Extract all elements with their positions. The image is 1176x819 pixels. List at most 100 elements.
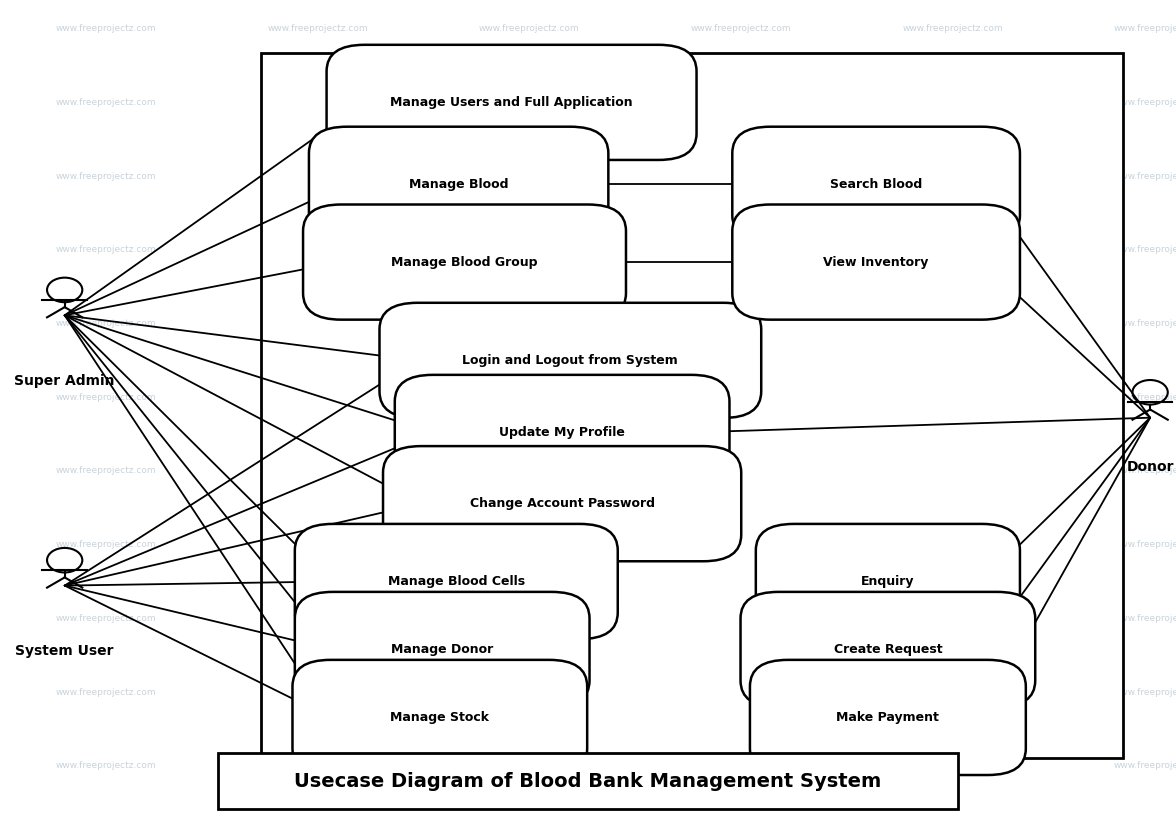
Text: www.freeprojectz.com: www.freeprojectz.com (479, 319, 580, 328)
Text: www.freeprojectz.com: www.freeprojectz.com (1114, 688, 1176, 696)
Text: View Inventory: View Inventory (823, 256, 929, 269)
Text: www.freeprojectz.com: www.freeprojectz.com (690, 467, 791, 475)
Text: www.freeprojectz.com: www.freeprojectz.com (267, 98, 368, 106)
Text: Usecase Diagram of Blood Bank Management System: Usecase Diagram of Blood Bank Management… (294, 771, 882, 791)
Text: www.freeprojectz.com: www.freeprojectz.com (1114, 393, 1176, 401)
FancyBboxPatch shape (380, 303, 761, 418)
Bar (261, 53, 1123, 758)
Text: www.freeprojectz.com: www.freeprojectz.com (479, 98, 580, 106)
Text: Manage Stock: Manage Stock (390, 711, 489, 724)
Text: www.freeprojectz.com: www.freeprojectz.com (690, 688, 791, 696)
FancyBboxPatch shape (383, 446, 741, 561)
Text: Create Request: Create Request (834, 643, 942, 656)
Text: www.freeprojectz.com: www.freeprojectz.com (267, 25, 368, 33)
Text: www.freeprojectz.com: www.freeprojectz.com (55, 467, 156, 475)
Text: www.freeprojectz.com: www.freeprojectz.com (1114, 762, 1176, 770)
Text: www.freeprojectz.com: www.freeprojectz.com (267, 467, 368, 475)
FancyBboxPatch shape (309, 127, 608, 242)
Text: www.freeprojectz.com: www.freeprojectz.com (1114, 172, 1176, 180)
Text: www.freeprojectz.com: www.freeprojectz.com (267, 172, 368, 180)
Text: www.freeprojectz.com: www.freeprojectz.com (55, 614, 156, 622)
Text: Manage Donor: Manage Donor (392, 643, 493, 656)
FancyBboxPatch shape (295, 592, 589, 707)
Text: www.freeprojectz.com: www.freeprojectz.com (479, 172, 580, 180)
Text: Enquiry: Enquiry (861, 575, 915, 588)
Text: www.freeprojectz.com: www.freeprojectz.com (479, 25, 580, 33)
FancyBboxPatch shape (395, 375, 729, 490)
Text: www.freeprojectz.com: www.freeprojectz.com (902, 688, 1003, 696)
Text: Manage Blood Cells: Manage Blood Cells (388, 575, 524, 588)
Text: www.freeprojectz.com: www.freeprojectz.com (479, 393, 580, 401)
Text: www.freeprojectz.com: www.freeprojectz.com (267, 319, 368, 328)
Text: Manage Users and Full Application: Manage Users and Full Application (390, 96, 633, 109)
Text: www.freeprojectz.com: www.freeprojectz.com (902, 614, 1003, 622)
Text: www.freeprojectz.com: www.freeprojectz.com (902, 319, 1003, 328)
Text: Update My Profile: Update My Profile (499, 426, 626, 439)
Text: www.freeprojectz.com: www.freeprojectz.com (690, 246, 791, 254)
Text: www.freeprojectz.com: www.freeprojectz.com (479, 246, 580, 254)
Text: www.freeprojectz.com: www.freeprojectz.com (690, 98, 791, 106)
Text: www.freeprojectz.com: www.freeprojectz.com (690, 614, 791, 622)
Text: Search Blood: Search Blood (830, 178, 922, 191)
Text: www.freeprojectz.com: www.freeprojectz.com (267, 762, 368, 770)
Text: www.freeprojectz.com: www.freeprojectz.com (267, 393, 368, 401)
FancyBboxPatch shape (733, 205, 1020, 319)
Text: www.freeprojectz.com: www.freeprojectz.com (55, 319, 156, 328)
Text: www.freeprojectz.com: www.freeprojectz.com (1114, 319, 1176, 328)
Text: www.freeprojectz.com: www.freeprojectz.com (479, 762, 580, 770)
Text: www.freeprojectz.com: www.freeprojectz.com (55, 25, 156, 33)
Text: Login and Logout from System: Login and Logout from System (462, 354, 679, 367)
Text: www.freeprojectz.com: www.freeprojectz.com (902, 246, 1003, 254)
Text: Manage Blood Group: Manage Blood Group (392, 256, 537, 269)
Bar (218, 753, 958, 809)
Text: www.freeprojectz.com: www.freeprojectz.com (902, 25, 1003, 33)
Text: www.freeprojectz.com: www.freeprojectz.com (690, 172, 791, 180)
Text: www.freeprojectz.com: www.freeprojectz.com (690, 319, 791, 328)
Text: www.freeprojectz.com: www.freeprojectz.com (1114, 541, 1176, 549)
Text: www.freeprojectz.com: www.freeprojectz.com (55, 246, 156, 254)
Text: www.freeprojectz.com: www.freeprojectz.com (1114, 246, 1176, 254)
FancyBboxPatch shape (303, 205, 626, 319)
Text: www.freeprojectz.com: www.freeprojectz.com (479, 541, 580, 549)
Text: www.freeprojectz.com: www.freeprojectz.com (55, 541, 156, 549)
FancyBboxPatch shape (295, 524, 617, 639)
Text: www.freeprojectz.com: www.freeprojectz.com (1114, 25, 1176, 33)
FancyBboxPatch shape (741, 592, 1035, 707)
Text: www.freeprojectz.com: www.freeprojectz.com (267, 246, 368, 254)
Text: Make Payment: Make Payment (836, 711, 940, 724)
Text: www.freeprojectz.com: www.freeprojectz.com (55, 762, 156, 770)
Text: www.freeprojectz.com: www.freeprojectz.com (902, 541, 1003, 549)
Text: www.freeprojectz.com: www.freeprojectz.com (690, 541, 791, 549)
Text: www.freeprojectz.com: www.freeprojectz.com (690, 25, 791, 33)
Text: www.freeprojectz.com: www.freeprojectz.com (1114, 467, 1176, 475)
Text: www.freeprojectz.com: www.freeprojectz.com (1114, 98, 1176, 106)
Text: www.freeprojectz.com: www.freeprojectz.com (902, 762, 1003, 770)
FancyBboxPatch shape (750, 660, 1025, 775)
FancyBboxPatch shape (756, 524, 1020, 639)
Text: www.freeprojectz.com: www.freeprojectz.com (55, 98, 156, 106)
Text: System User: System User (15, 644, 114, 658)
Text: www.freeprojectz.com: www.freeprojectz.com (267, 614, 368, 622)
Text: www.freeprojectz.com: www.freeprojectz.com (55, 172, 156, 180)
Text: www.freeprojectz.com: www.freeprojectz.com (690, 393, 791, 401)
Text: www.freeprojectz.com: www.freeprojectz.com (55, 393, 156, 401)
Text: www.freeprojectz.com: www.freeprojectz.com (479, 467, 580, 475)
Text: www.freeprojectz.com: www.freeprojectz.com (479, 614, 580, 622)
Text: www.freeprojectz.com: www.freeprojectz.com (902, 172, 1003, 180)
Text: www.freeprojectz.com: www.freeprojectz.com (902, 467, 1003, 475)
Text: www.freeprojectz.com: www.freeprojectz.com (902, 393, 1003, 401)
FancyBboxPatch shape (327, 45, 696, 160)
Text: www.freeprojectz.com: www.freeprojectz.com (902, 98, 1003, 106)
Text: www.freeprojectz.com: www.freeprojectz.com (1114, 614, 1176, 622)
FancyBboxPatch shape (733, 127, 1020, 242)
Text: Donor: Donor (1127, 459, 1174, 474)
Text: Manage Blood: Manage Blood (409, 178, 508, 191)
Text: www.freeprojectz.com: www.freeprojectz.com (55, 688, 156, 696)
Text: www.freeprojectz.com: www.freeprojectz.com (267, 541, 368, 549)
Text: www.freeprojectz.com: www.freeprojectz.com (690, 762, 791, 770)
Text: www.freeprojectz.com: www.freeprojectz.com (267, 688, 368, 696)
Text: www.freeprojectz.com: www.freeprojectz.com (479, 688, 580, 696)
FancyBboxPatch shape (293, 660, 587, 775)
Text: Change Account Password: Change Account Password (469, 497, 655, 510)
Text: Super Admin: Super Admin (14, 373, 115, 388)
